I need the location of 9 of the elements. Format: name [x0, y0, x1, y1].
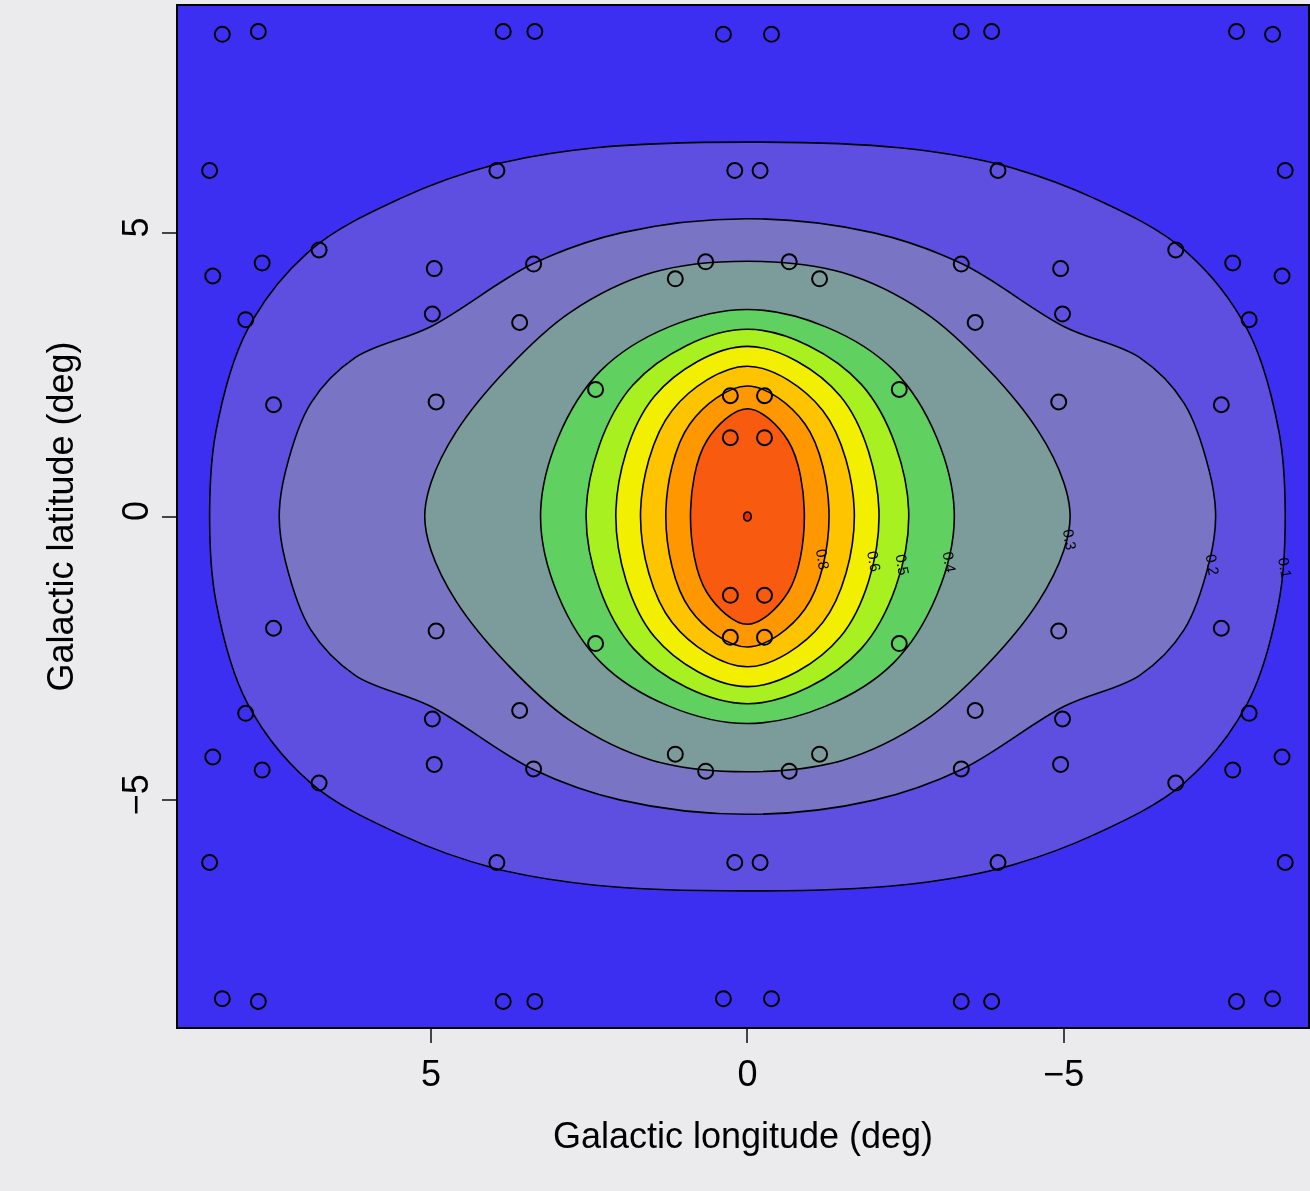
x-tick-label: 5 — [421, 1052, 442, 1094]
x-tick-label: −5 — [1043, 1052, 1085, 1094]
y-tick-label: 5 — [114, 217, 156, 238]
y-tick-label: 0 — [114, 501, 156, 522]
y-axis-title: Galactic latitude (deg) — [40, 341, 82, 692]
y-tick-label: −5 — [114, 774, 156, 816]
x-axis-title: Galactic longitude (deg) — [552, 1115, 934, 1157]
annotation: 0.5 — [892, 552, 913, 577]
x-tick-label: 0 — [737, 1052, 758, 1094]
